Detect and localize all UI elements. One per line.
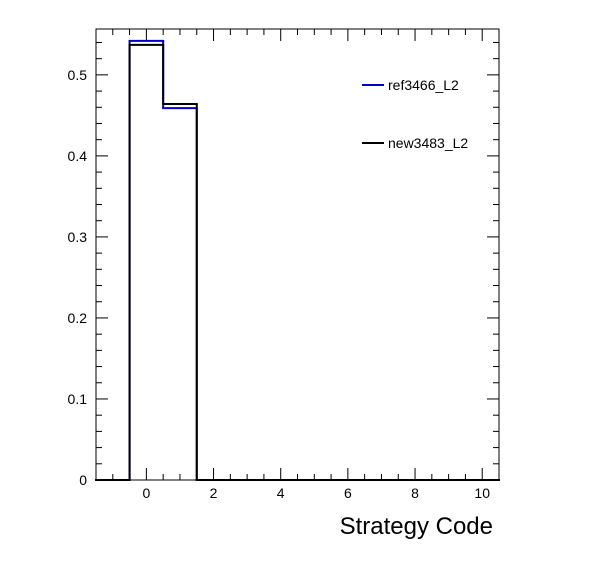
axis-tick-labels: 0 2 4 6 8 10 0 0.1 0.2 0.3 0.4 0.5 — [68, 67, 491, 501]
legend-item: new3483_L2 — [362, 135, 468, 151]
y-tick-label: 0.1 — [68, 391, 88, 407]
series-group — [95, 39, 500, 481]
y-tick-label: 0.5 — [68, 67, 88, 83]
legend: ref3466_L2 new3483_L2 — [362, 77, 468, 151]
legend-label: new3483_L2 — [388, 135, 468, 151]
plot-frame — [95, 28, 500, 481]
y-tick-label: 0.3 — [68, 229, 88, 245]
x-tick-label: 4 — [277, 485, 285, 501]
x-tick-label: 8 — [411, 485, 419, 501]
series-new3483_L2 — [95, 43, 500, 481]
legend-item: ref3466_L2 — [362, 77, 459, 93]
y-tick-label: 0.4 — [68, 148, 88, 164]
x-axis-label: Strategy Code — [340, 513, 493, 540]
x-tick-label: 10 — [474, 485, 490, 501]
x-tick-label: 6 — [344, 485, 352, 501]
y-tick-label: 0 — [79, 472, 87, 488]
axis-ticks — [95, 29, 500, 481]
x-tick-label: 2 — [210, 485, 218, 501]
x-tick-label: 0 — [142, 485, 150, 501]
y-tick-label: 0.2 — [68, 310, 88, 326]
legend-label: ref3466_L2 — [388, 77, 459, 93]
series-ref3466_L2 — [95, 39, 500, 481]
